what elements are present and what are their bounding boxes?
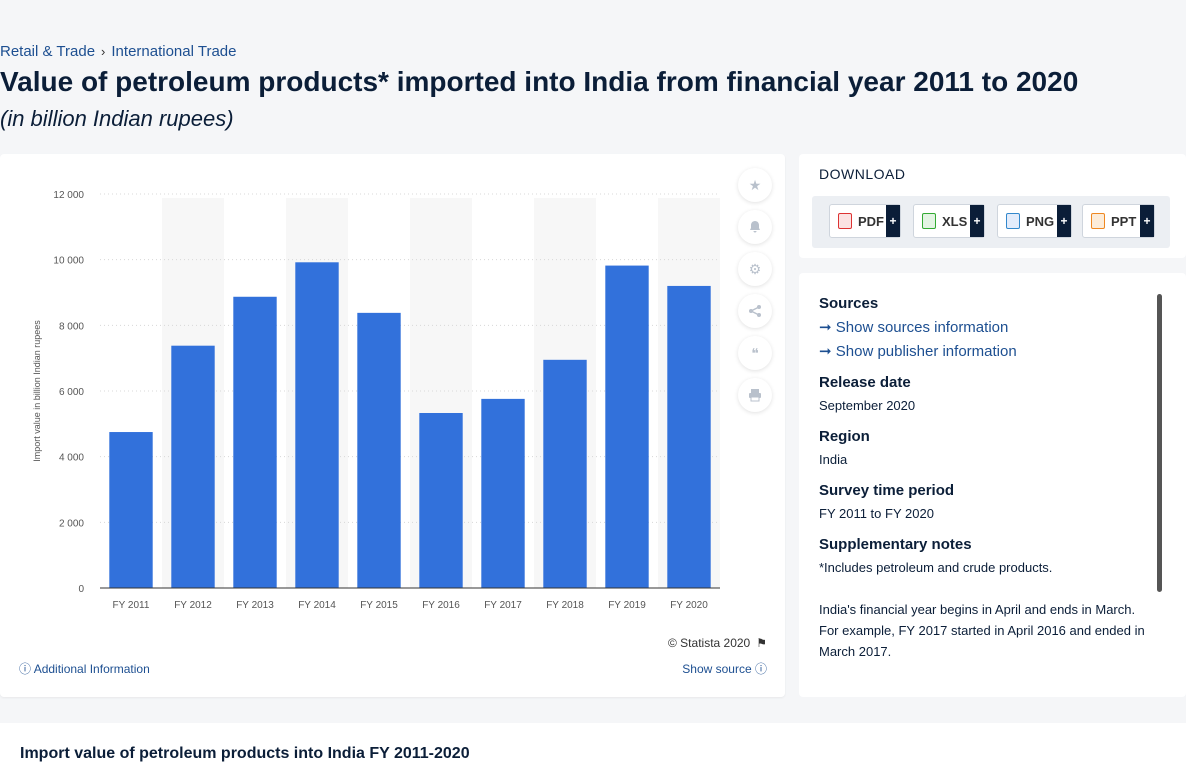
download-pdf-label: PDF — [858, 213, 884, 229]
x-tick-label: FY 2020 — [670, 600, 708, 611]
download-xls-button[interactable]: XLS + — [913, 204, 985, 238]
region-value: India — [819, 452, 848, 467]
supplementary-note-1: *Includes petroleum and crude products. — [819, 560, 1053, 575]
supplementary-note-2: India's financial year begins in April a… — [819, 602, 1145, 659]
png-file-icon — [1006, 213, 1020, 229]
download-ppt-label: PPT — [1111, 213, 1137, 229]
release-date-heading: Release date — [819, 374, 911, 391]
y-axis-label: Import value in billion Indian rupees — [32, 320, 42, 462]
notification-bell-icon[interactable] — [738, 210, 772, 244]
additional-information-link[interactable]: ⓘ Additional Information — [19, 660, 150, 677]
settings-gear-icon[interactable]: ⚙ — [738, 252, 772, 286]
info-icon: ⓘ — [19, 662, 32, 676]
download-xls-label: XLS — [942, 213, 968, 229]
region-heading: Region — [819, 428, 870, 445]
x-tick-label: FY 2013 — [236, 600, 274, 611]
bar-fy-2019 — [605, 265, 649, 588]
survey-period-value: FY 2011 to FY 2020 — [819, 506, 934, 521]
info-panel: Sources ➞ Show sources information ➞ Sho… — [799, 273, 1186, 697]
supplementary-notes-heading: Supplementary notes — [819, 536, 972, 553]
show-source-label: Show source — [682, 662, 752, 676]
download-png-plus[interactable]: + — [1057, 205, 1071, 237]
sources-heading: Sources — [819, 295, 879, 312]
bar-fy-2015 — [357, 312, 401, 588]
flag-icon: ⚑ — [756, 636, 767, 650]
download-png-button[interactable]: PNG + — [997, 204, 1072, 238]
show-sources-link[interactable]: ➞ Show sources information — [819, 316, 1149, 340]
x-tick-label: FY 2016 — [422, 600, 460, 611]
print-icon[interactable] — [738, 378, 772, 412]
favorite-star-icon[interactable]: ★ — [738, 168, 772, 202]
page-subtitle: (in billion Indian rupees) — [0, 106, 234, 131]
download-panel: DOWNLOAD PDF + XLS + PNG + PPT + — [799, 154, 1186, 258]
share-icon[interactable] — [738, 294, 772, 328]
arrow-right-icon: ➞ — [819, 319, 832, 336]
bar-fy-2012 — [171, 345, 215, 588]
x-tick-label: FY 2011 — [113, 600, 150, 611]
chart-copyright: © Statista 2020 ⚑ — [668, 636, 767, 650]
page-title: Value of petroleum products* imported in… — [0, 66, 1079, 97]
bar-fy-2020 — [667, 285, 711, 588]
xls-file-icon — [922, 213, 936, 229]
bar-fy-2016 — [419, 412, 463, 588]
download-buttons: PDF + XLS + PNG + PPT + — [812, 196, 1170, 248]
show-source-link[interactable]: Show source ⓘ — [682, 660, 767, 677]
bar-fy-2013 — [233, 296, 277, 588]
y-tick-label: 8 000 — [59, 321, 84, 332]
bar-fy-2014 — [295, 262, 339, 588]
bar-fy-2011 — [109, 432, 153, 588]
show-publisher-label: Show publisher information — [835, 343, 1017, 360]
copyright-text: © Statista 2020 — [668, 636, 751, 650]
download-ppt-plus[interactable]: + — [1140, 205, 1154, 237]
download-pdf-plus[interactable]: + — [886, 205, 900, 237]
y-tick-label: 12 000 — [53, 190, 84, 201]
bar-chart: 0 2 000 4 000 6 000 8 000 10 000 12 000 Import … — [32, 190, 720, 611]
breadcrumb: Retail & Trade › International Trade — [0, 43, 236, 60]
show-publisher-link[interactable]: ➞ Show publisher information — [819, 340, 1149, 364]
y-tick-label: 10 000 — [53, 256, 84, 267]
y-tick-label: 0 — [78, 584, 84, 595]
x-tick-label: FY 2014 — [298, 600, 336, 611]
y-tick-label: 6 000 — [59, 387, 84, 398]
y-tick-label: 2 000 — [59, 518, 84, 529]
survey-period-heading: Survey time period — [819, 482, 955, 499]
x-tick-label: FY 2015 — [360, 600, 398, 611]
download-xls-plus[interactable]: + — [970, 205, 984, 237]
download-pdf-button[interactable]: PDF + — [829, 204, 901, 238]
cite-quote-icon[interactable]: ❝ — [738, 336, 772, 370]
info-scrollbar[interactable] — [1157, 294, 1162, 592]
breadcrumb-retail[interactable]: Retail & Trade — [0, 43, 96, 60]
additional-information-label: Additional Information — [33, 662, 150, 676]
info-icon: ⓘ — [754, 662, 767, 676]
x-tick-label: FY 2019 — [608, 600, 646, 611]
breadcrumb-international-trade[interactable]: International Trade — [111, 43, 237, 60]
y-tick-label: 4 000 — [59, 453, 84, 464]
show-sources-label: Show sources information — [835, 319, 1009, 336]
x-tick-label: FY 2018 — [546, 600, 584, 611]
bottom-section-title: Import value of petroleum products into … — [20, 745, 470, 762]
x-tick-label: FY 2012 — [174, 600, 212, 611]
breadcrumb-separator: › — [101, 44, 106, 59]
chart-card: 0 2 000 4 000 6 000 8 000 10 000 12 000 Import … — [0, 154, 785, 697]
download-ppt-button[interactable]: PPT + — [1082, 204, 1155, 238]
x-tick-label: FY 2017 — [484, 600, 522, 611]
info-content: Sources ➞ Show sources information ➞ Sho… — [819, 295, 1149, 662]
arrow-right-icon: ➞ — [819, 343, 832, 360]
bar-fy-2018 — [543, 359, 587, 588]
release-date-value: September 2020 — [819, 398, 916, 413]
bottom-section: Import value of petroleum products into … — [0, 723, 1186, 783]
download-png-label: PNG — [1026, 213, 1055, 229]
pdf-file-icon — [838, 213, 852, 229]
bar-fy-2017 — [481, 398, 525, 588]
ppt-file-icon — [1091, 213, 1105, 229]
download-title: DOWNLOAD — [819, 166, 906, 182]
